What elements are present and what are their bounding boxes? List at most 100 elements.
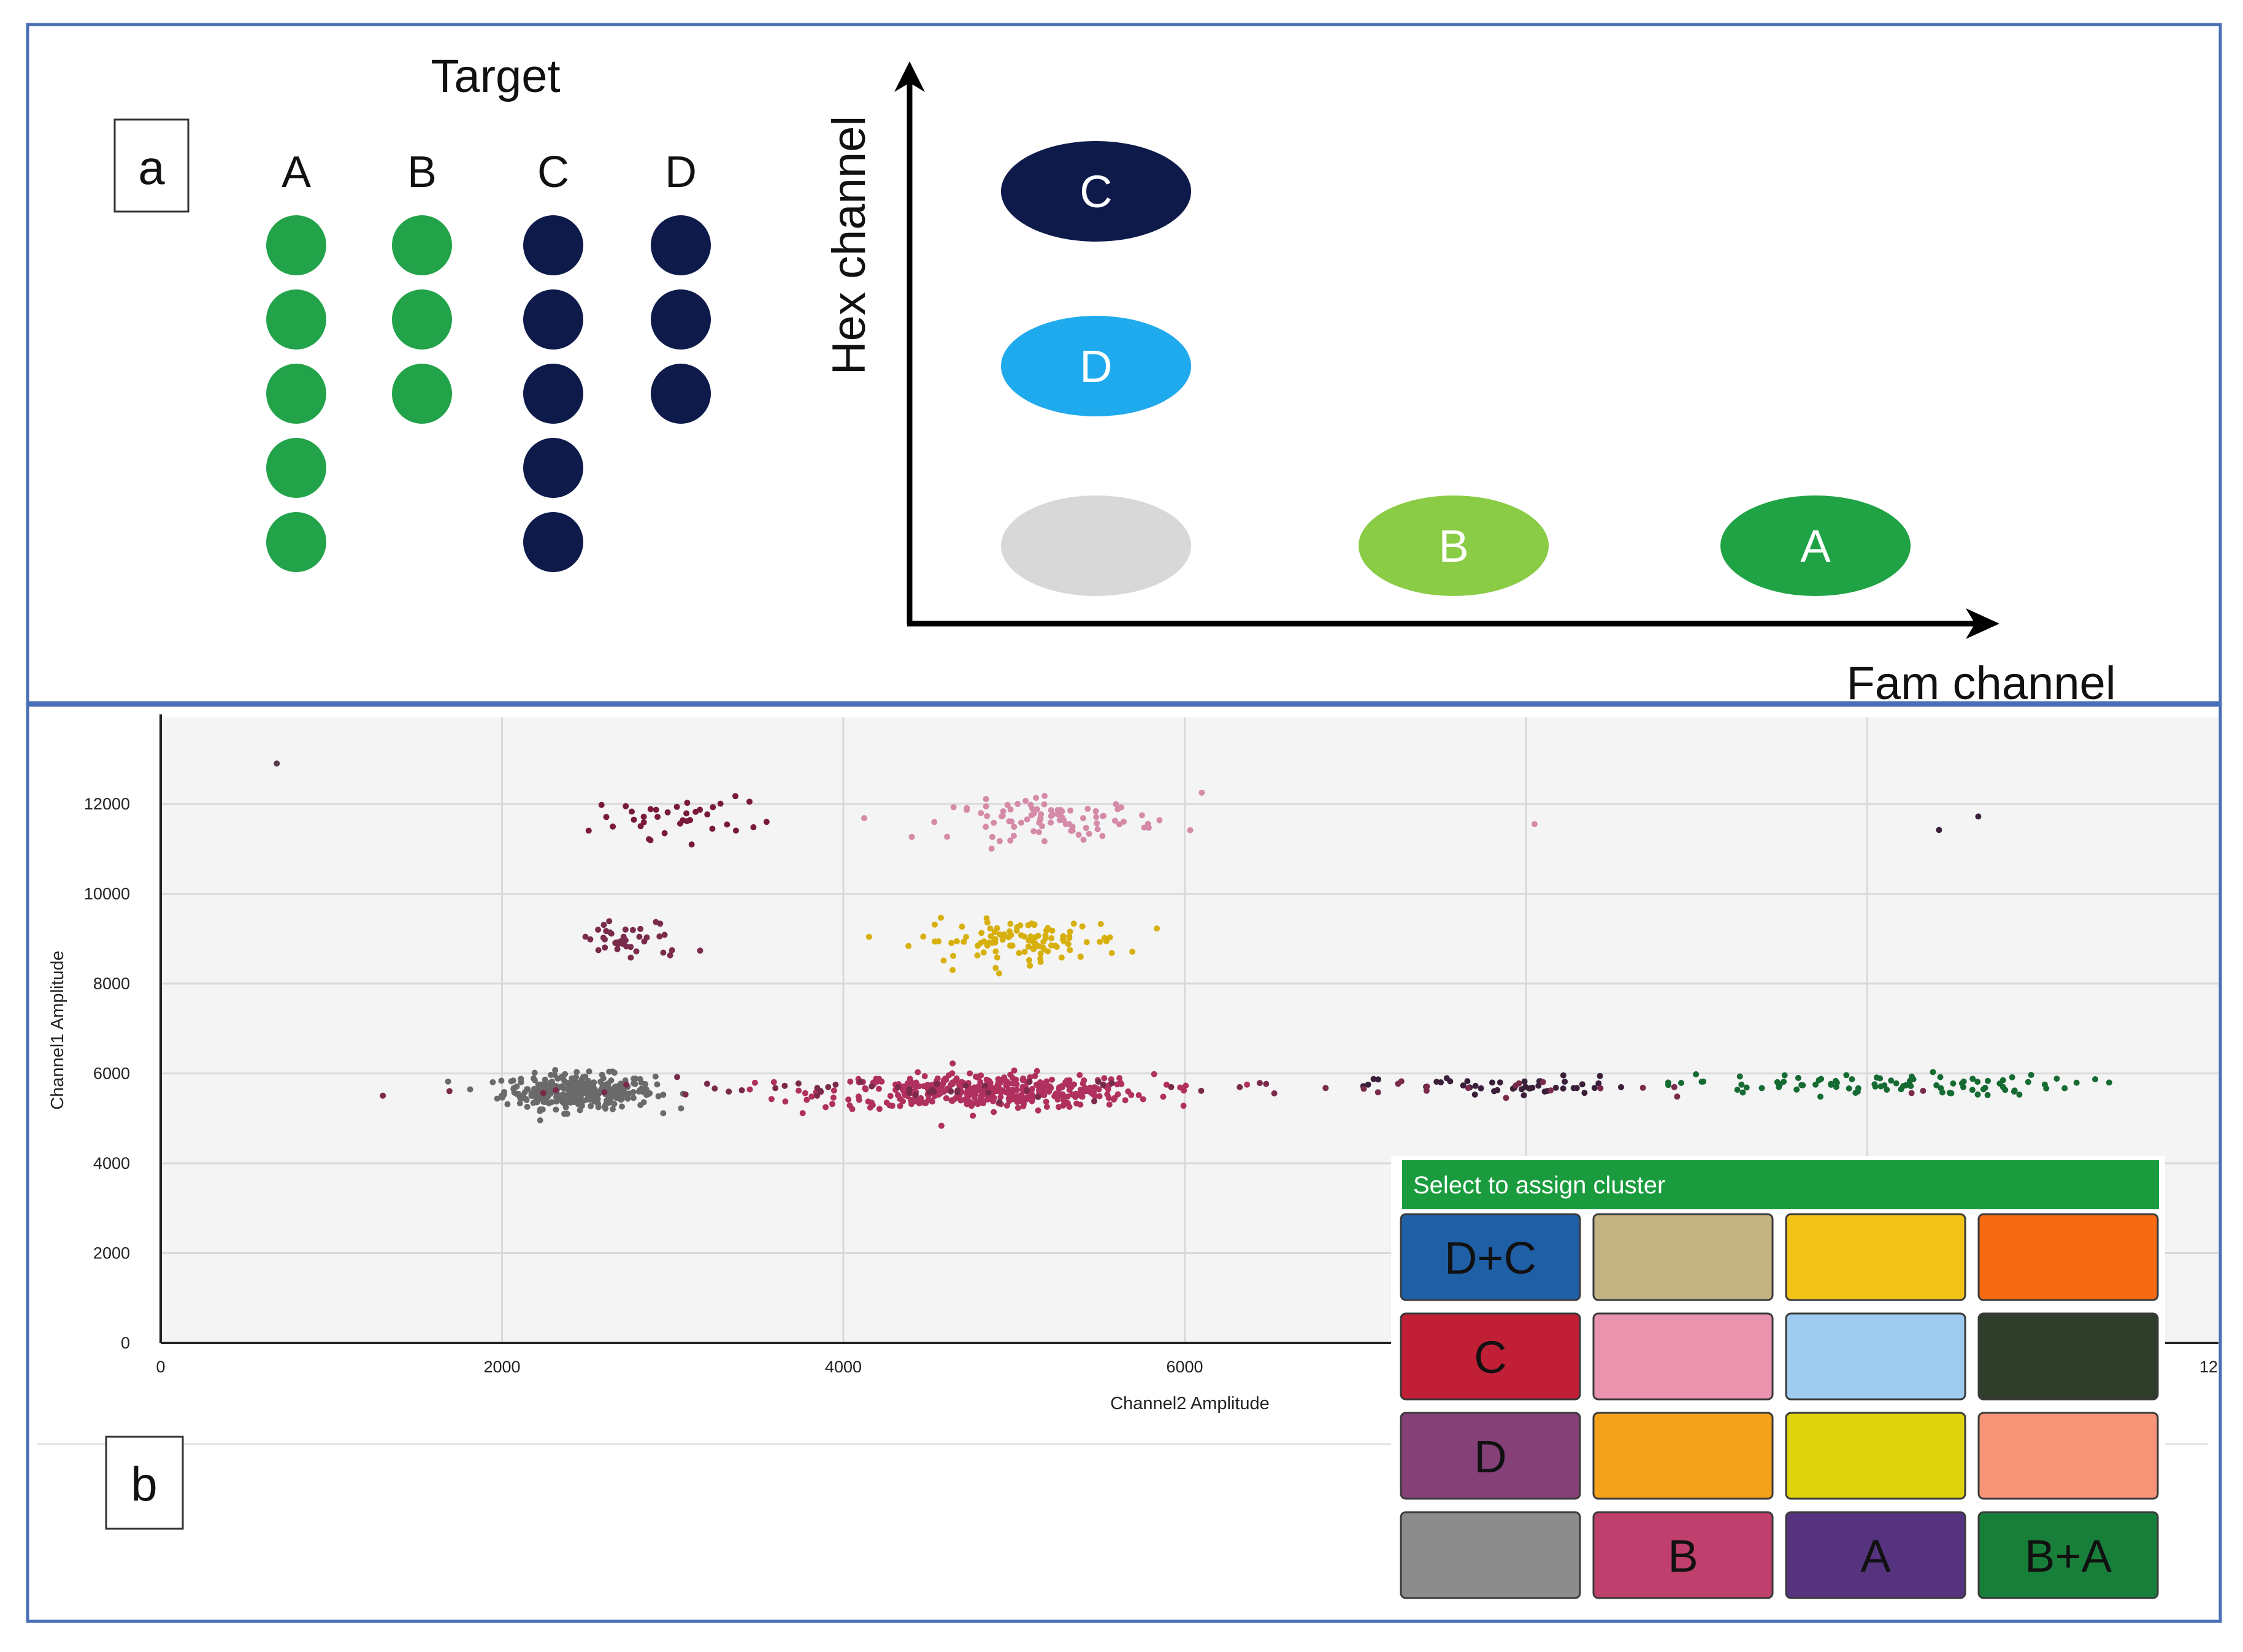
- droplet-point: [1030, 828, 1037, 835]
- droplet-point: [1099, 833, 1106, 839]
- droplet-point: [1024, 1087, 1030, 1094]
- droplet-point: [687, 817, 694, 824]
- droplet-point: [1031, 921, 1038, 928]
- droplet-point: [717, 800, 724, 807]
- droplet-point: [602, 944, 608, 951]
- droplet-point: [1067, 928, 1073, 935]
- droplet-point: [1027, 962, 1033, 969]
- droplet-point: [629, 808, 635, 815]
- droplet-point: [446, 1088, 453, 1095]
- cluster-swatch[interactable]: [1977, 1412, 2159, 1500]
- cluster-swatch[interactable]: [1592, 1312, 1774, 1401]
- droplet-point: [599, 1071, 605, 1078]
- cluster-swatch[interactable]: [1400, 1213, 1581, 1301]
- droplet-point: [1758, 1085, 1765, 1092]
- droplet-point: [657, 920, 664, 927]
- droplet-point: [1010, 833, 1017, 839]
- droplet-point: [1984, 1092, 1991, 1098]
- droplet-point: [1900, 1083, 1907, 1090]
- fam-axis-label: Fam channel: [1846, 657, 2115, 709]
- droplet-point: [595, 927, 602, 933]
- droplet-point: [1111, 1096, 1117, 1103]
- cluster-swatch[interactable]: [1592, 1412, 1774, 1500]
- target-droplet: [266, 215, 326, 275]
- droplet-point: [1084, 806, 1091, 812]
- droplet-point: [974, 952, 981, 958]
- schematic-cluster: [1001, 141, 1191, 242]
- droplet-point: [1007, 806, 1014, 813]
- target-title: Target: [431, 50, 560, 102]
- droplet-point: [619, 1103, 625, 1110]
- droplet-point: [1046, 1083, 1053, 1090]
- droplet-point: [1093, 814, 1100, 820]
- droplet-point: [1263, 1080, 1270, 1087]
- cluster-swatch[interactable]: [1400, 1412, 1581, 1500]
- droplet-point: [646, 836, 652, 843]
- droplet-point: [1045, 1088, 1052, 1095]
- droplet-point: [1817, 1093, 1823, 1100]
- droplet-point: [1639, 1084, 1646, 1091]
- droplet-point: [1092, 808, 1099, 814]
- droplet-point: [1021, 933, 1028, 940]
- droplet-point: [954, 1087, 961, 1094]
- x-tick-label: 12: [2199, 1358, 2218, 1376]
- cluster-swatch[interactable]: [1400, 1511, 1581, 1599]
- droplet-point: [814, 1092, 821, 1099]
- cluster-swatch[interactable]: [1785, 1511, 1966, 1599]
- droplet-point: [683, 810, 690, 817]
- droplet-point: [559, 1073, 566, 1080]
- droplet-point: [1069, 1091, 1076, 1098]
- droplet-point: [1160, 1093, 1167, 1100]
- cluster-swatch[interactable]: [1785, 1312, 1966, 1401]
- cluster-swatch[interactable]: [1785, 1213, 1966, 1301]
- x-tick-label: 6000: [1166, 1358, 1203, 1376]
- droplet-point: [1026, 957, 1032, 963]
- droplet-point: [682, 1091, 689, 1098]
- y-tick-label: 6000: [93, 1065, 130, 1083]
- droplet-point: [825, 1084, 832, 1090]
- droplet-point: [664, 809, 671, 816]
- droplet-point: [445, 1078, 451, 1085]
- cluster-swatch[interactable]: [1592, 1213, 1774, 1301]
- droplet-point: [985, 1089, 992, 1096]
- droplet-point: [988, 845, 995, 852]
- droplet-point: [1774, 1079, 1781, 1085]
- target-droplet: [523, 438, 583, 498]
- droplet-point: [991, 819, 997, 826]
- droplet-point: [967, 1070, 973, 1077]
- droplet-point: [704, 1080, 710, 1087]
- target-droplet: [523, 215, 583, 275]
- droplet-point: [1007, 920, 1014, 927]
- cluster-swatch[interactable]: [1785, 1412, 1966, 1500]
- cluster-swatch[interactable]: [1977, 1312, 2159, 1401]
- droplet-point: [551, 1072, 558, 1078]
- droplet-point: [1693, 1071, 1700, 1077]
- droplet-point: [964, 805, 970, 811]
- droplet-point: [1570, 1085, 1577, 1092]
- droplet-point: [1035, 1081, 1041, 1087]
- droplet-point: [1560, 1072, 1566, 1079]
- droplet-point: [1041, 838, 1048, 844]
- droplet-point: [906, 1090, 913, 1096]
- droplet-point: [935, 938, 942, 945]
- droplet-point: [500, 1092, 507, 1098]
- droplet-point: [978, 930, 985, 936]
- droplet-point: [633, 948, 640, 955]
- cluster-swatch[interactable]: [1977, 1511, 2159, 1599]
- droplet-point: [684, 800, 691, 806]
- droplet-point: [1014, 1087, 1021, 1093]
- droplet-points: [274, 760, 2112, 1129]
- cluster-swatch[interactable]: [1400, 1312, 1581, 1401]
- droplet-point: [1038, 811, 1045, 817]
- y-tick-label: 10000: [84, 885, 130, 903]
- droplet-point: [1011, 824, 1018, 830]
- axis-ticks: 0 2000 4000 6000 12 0 2000 4000 6000 8000 10000 120…: [84, 795, 2218, 1376]
- cluster-swatch[interactable]: [1592, 1511, 1774, 1599]
- droplet-point: [1067, 947, 1073, 954]
- droplet-point: [1145, 820, 1151, 827]
- droplet-point: [750, 824, 757, 830]
- droplet-point: [553, 1106, 559, 1113]
- droplet-point: [1443, 1075, 1450, 1082]
- droplet-point: [983, 796, 989, 802]
- cluster-swatch[interactable]: [1977, 1213, 2159, 1301]
